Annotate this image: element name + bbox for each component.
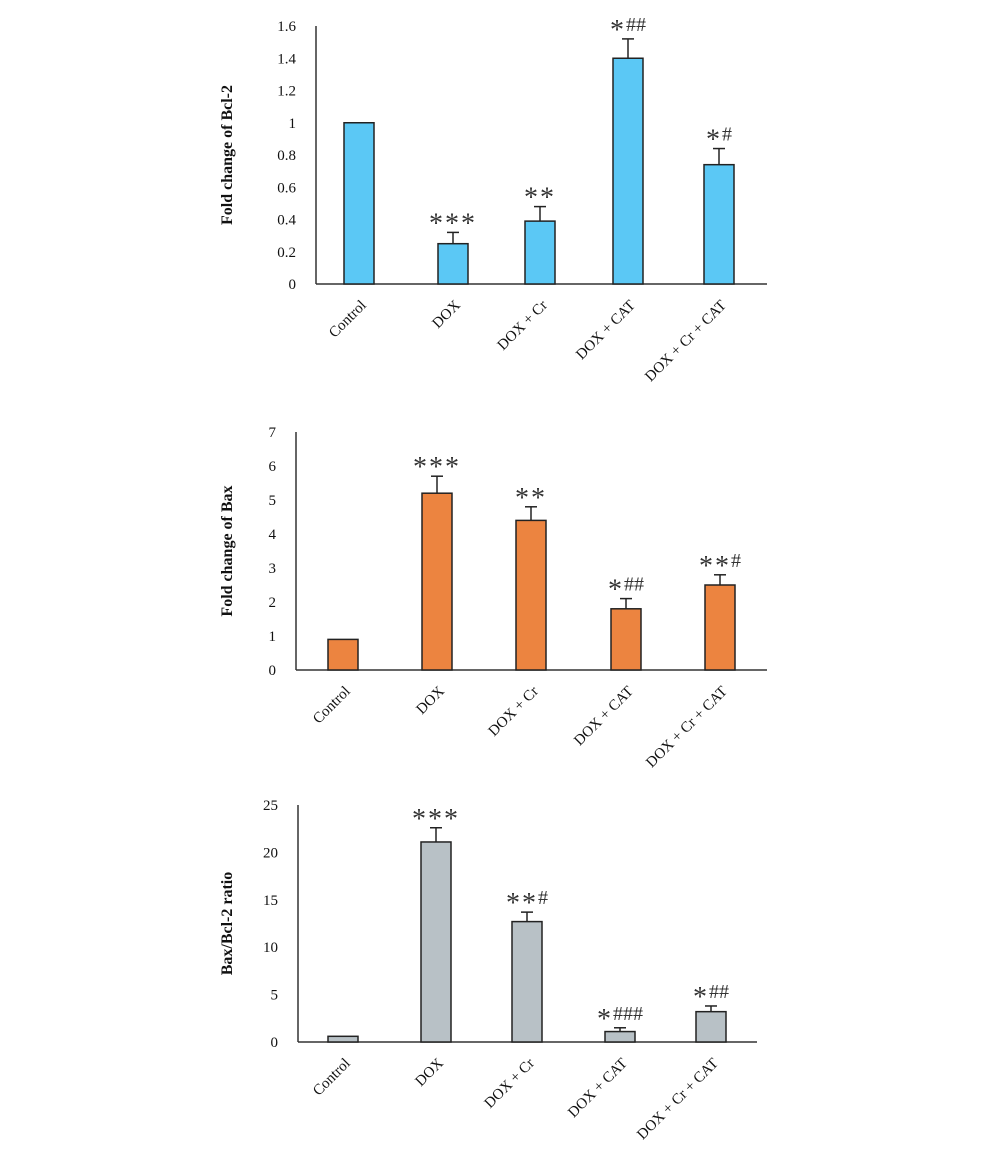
y-tick-label: 0.4 [277,213,296,229]
bar [612,57,644,285]
y-tick-label: 1.2 [277,84,296,100]
x-category-label: DOX + CAT [571,684,637,750]
x-category-label: Control [326,298,370,342]
y-tick-label: 0.2 [277,245,296,261]
x-category-label: Control [310,684,354,728]
x-category-label: DOX + Cr [482,1056,538,1112]
y-tick-label: 0 [271,1035,279,1051]
bar [704,584,736,671]
bar [327,1035,359,1043]
y-tick-label: 10 [263,940,278,956]
significance-label: *** [413,452,461,483]
x-category-label: DOX + CAT [565,1056,631,1122]
y-tick-label: 3 [269,561,277,577]
significance-label: ** [515,483,547,514]
y-axis-title: Bax/Bcl-2 ratio [219,872,236,976]
x-category-label: Control [310,1056,354,1100]
significance-label: *** [429,208,477,239]
bar [610,608,642,671]
significance-label: *** [412,804,460,835]
x-category-label: DOX + CAT [573,298,639,364]
y-tick-label: 5 [271,988,279,1004]
significance-label: *# [706,124,732,156]
significance-label: **# [506,887,548,919]
significance-label: *## [608,574,644,606]
y-tick-label: 4 [269,527,277,543]
bar [703,163,735,285]
significance-label: **# [699,550,741,582]
y-tick-label: 1.6 [277,19,296,35]
bar [524,220,556,285]
y-tick-label: 1.4 [277,51,296,67]
chart-1: 0 0.2 0.4 0.6 0.8 1 1.2 1.4 1.6 Fold change of Bc… [219,14,767,385]
x-category-label: DOX + Cr [495,298,551,354]
chart-3: 0 5 10 15 20 25 Bax/Bcl-2 ratio Control *** DOX **… [219,798,757,1143]
bar [343,122,375,285]
significance-label: ** [524,183,556,214]
x-category-label: DOX + Cr [486,684,542,740]
y-tick-label: 15 [263,893,278,909]
bar [421,492,453,671]
bar [420,841,452,1043]
y-tick-label: 6 [269,459,277,475]
x-category-label: DOX + Cr + CAT [643,684,731,772]
bar [511,920,543,1043]
y-tick-label: 7 [269,425,277,441]
bar [437,242,469,285]
y-tick-label: 2 [269,595,277,611]
y-tick-label: 0.6 [277,180,296,196]
bar [695,1010,727,1043]
y-tick-label: 0 [289,277,297,293]
bar [515,519,547,671]
y-tick-label: 0 [269,663,277,679]
x-category-label: DOX [413,1055,447,1089]
x-category-label: DOX + Cr + CAT [634,1056,722,1144]
bar [327,638,359,671]
significance-label: *## [610,14,646,46]
y-tick-label: 1 [269,629,277,645]
y-axis-title: Fold change of Bcl-2 [219,85,236,225]
y-tick-label: 20 [263,845,278,861]
y-tick-label: 0.8 [277,148,296,164]
x-category-label: DOX [430,297,464,331]
y-tick-label: 1 [289,116,297,132]
y-tick-label: 25 [263,798,278,814]
y-tick-label: 5 [269,493,277,509]
y-axis-title: Fold change of Bax [219,485,236,616]
x-category-label: DOX [414,683,448,717]
significance-label: *### [597,1003,643,1035]
x-category-label: DOX + Cr + CAT [642,298,730,386]
significance-label: *## [693,981,729,1013]
chart-2: 0 1 2 3 4 5 6 7 Fold change of Bax Control *** DOX *… [219,425,767,771]
